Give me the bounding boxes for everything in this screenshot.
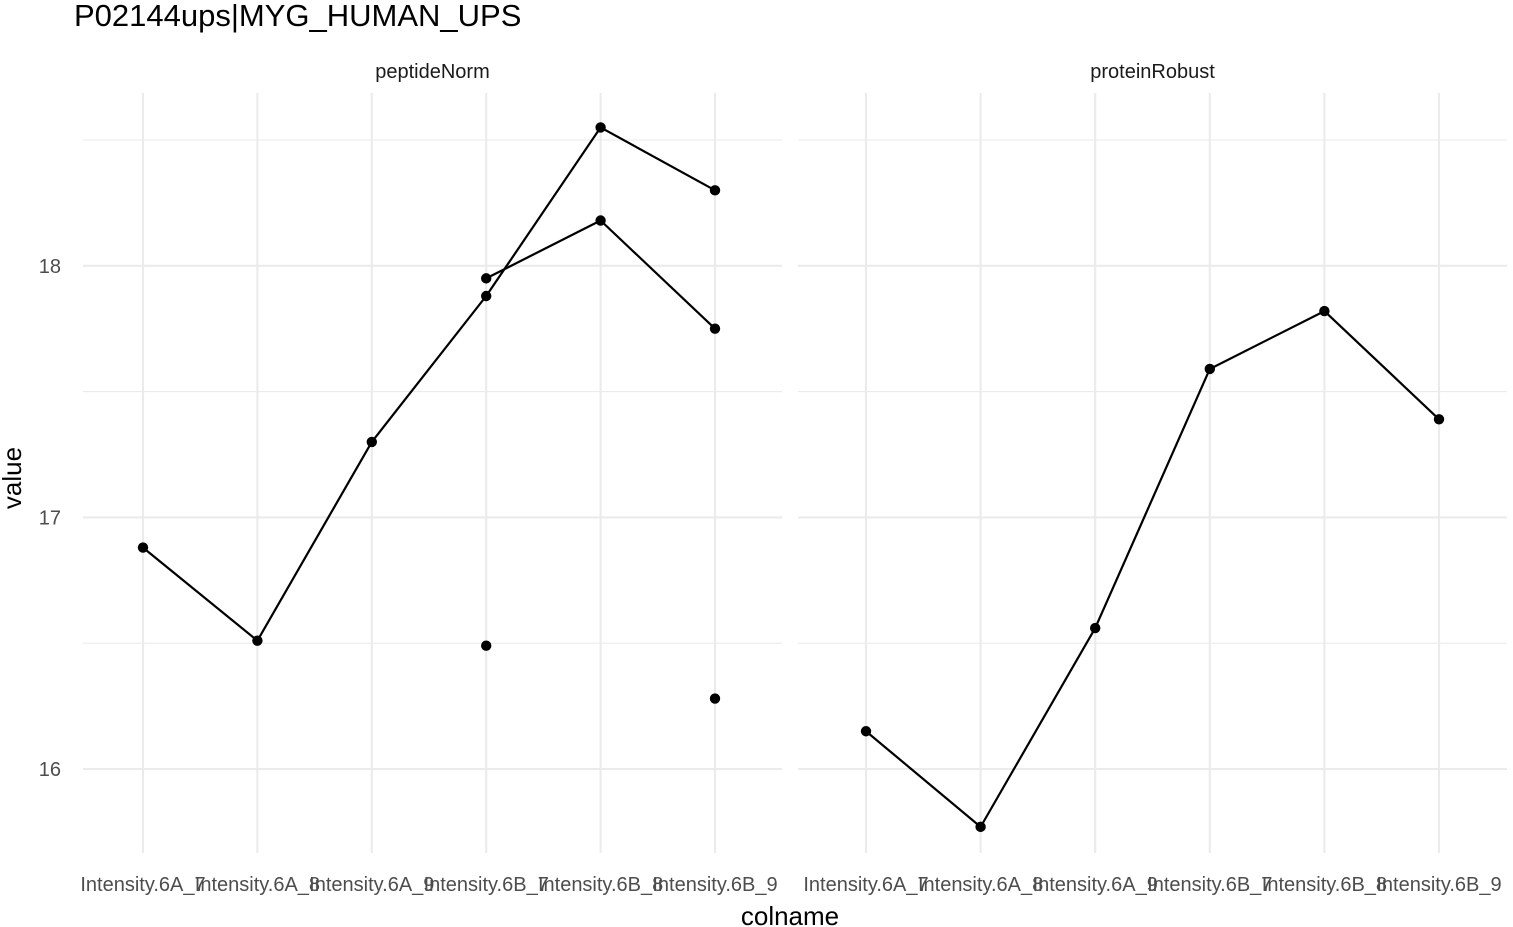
series-line-segment — [599, 219, 716, 330]
series-line-segment — [865, 730, 982, 828]
x-tick-label: Intensity.6A_9 — [309, 874, 434, 896]
data-point — [860, 726, 872, 737]
series-line-segment — [979, 627, 1097, 828]
data-point — [481, 273, 492, 284]
x-tick-label: Intensity.6B_9 — [652, 874, 777, 896]
series-line-segment — [485, 219, 602, 280]
x-tick-label: Intensity.6A_8 — [195, 874, 320, 896]
data-point — [1090, 622, 1101, 634]
data-point — [366, 436, 377, 448]
series-line-segment — [600, 126, 716, 192]
facet-panel-proteinRobust: proteinRobustIntensity.6A_7Intensity.6A_… — [798, 61, 1507, 896]
data-point — [252, 635, 263, 646]
series-line-segment — [1209, 310, 1325, 370]
data-point — [1204, 363, 1216, 375]
chart-title: P02144ups|MYG_HUMAN_UPS — [74, 0, 521, 33]
x-tick-label: Intensity.6A_7 — [803, 874, 928, 896]
facet-panels: 161718peptideNormIntensity.6A_7Intensity… — [39, 61, 1507, 896]
data-point — [137, 542, 149, 553]
x-tick-label: Intensity.6A_9 — [1033, 874, 1158, 896]
x-tick-label: Intensity.6B_7 — [424, 874, 549, 896]
data-point — [709, 693, 721, 704]
data-point — [481, 640, 492, 651]
x-tick-label: Intensity.6B_9 — [1376, 874, 1501, 896]
series-line-segment — [370, 295, 488, 443]
facet-strip-label: proteinRobust — [1090, 61, 1215, 83]
y-tick-label: 18 — [39, 256, 61, 278]
x-tick-label: Intensity.6B_8 — [1262, 874, 1387, 896]
data-point — [595, 122, 606, 133]
x-tick-label: Intensity.6B_8 — [538, 874, 663, 896]
data-point — [709, 323, 721, 334]
facet-strip-label: peptideNorm — [375, 61, 490, 83]
data-point — [1433, 414, 1445, 425]
x-tick-label: Intensity.6A_8 — [918, 874, 1043, 896]
series-line-segment — [1323, 310, 1440, 421]
series-line-segment — [142, 546, 259, 642]
x-tick-label: Intensity.6A_7 — [80, 874, 205, 896]
data-point — [709, 185, 721, 196]
facet-panel-peptideNorm: peptideNormIntensity.6A_7Intensity.6A_8I… — [80, 61, 782, 896]
data-point — [1319, 305, 1330, 317]
data-point — [595, 215, 606, 226]
series-line-segment — [1094, 368, 1211, 629]
data-point — [975, 821, 986, 833]
y-tick-label: 16 — [39, 759, 61, 781]
series-line-segment — [256, 441, 373, 642]
y-tick-label: 17 — [39, 507, 61, 529]
x-tick-label: Intensity.6B_7 — [1147, 874, 1272, 896]
x-axis-title: colname — [741, 901, 839, 927]
data-point — [481, 290, 492, 302]
y-axis-title: value — [0, 447, 27, 509]
